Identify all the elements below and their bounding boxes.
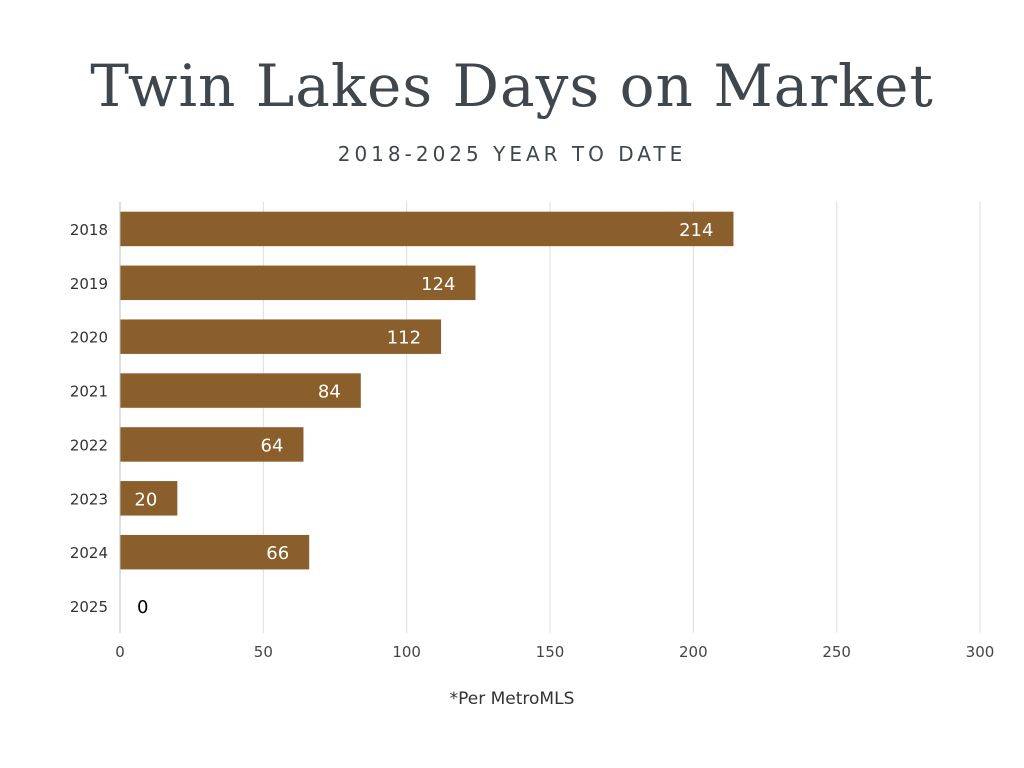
chart-subtitle: 2018-2025 YEAR TO DATE — [337, 142, 687, 166]
data-labels: 214 124 112 84 64 20 66 0 — [134, 220, 713, 618]
footnote: *Per MetroMLS — [449, 689, 575, 709]
x-tick-label: 200 — [679, 643, 708, 661]
y-category-label: 2020 — [70, 329, 108, 347]
data-label: 124 — [421, 274, 455, 295]
x-tick-label: 50 — [254, 643, 273, 661]
data-label: 20 — [134, 489, 157, 510]
bar — [120, 427, 304, 462]
bar — [120, 265, 476, 301]
x-tick-label: 0 — [115, 643, 125, 661]
y-category-label: 2021 — [70, 383, 108, 401]
y-category-label: 2022 — [70, 436, 108, 454]
y-category-label: 2019 — [70, 275, 108, 293]
bar — [120, 373, 361, 408]
data-label: 214 — [679, 220, 713, 241]
bar — [120, 481, 178, 516]
x-tick-label: 300 — [966, 643, 995, 661]
x-tick-label: 100 — [392, 643, 421, 661]
data-label: 84 — [318, 382, 341, 403]
bars — [120, 211, 734, 570]
x-axis-ticks: 0 50 100 150 200 250 300 — [115, 643, 994, 661]
chart-title: Twin Lakes Days on Market — [90, 52, 934, 120]
data-label: 66 — [266, 543, 289, 564]
bar — [120, 534, 310, 570]
x-tick-label: 150 — [536, 643, 565, 661]
data-label: 64 — [261, 435, 284, 456]
y-axis-labels: 2018 2019 2020 2021 2022 2023 2024 2025 — [70, 221, 108, 616]
bar — [120, 319, 442, 354]
data-label: 0 — [137, 597, 148, 618]
y-category-label: 2024 — [70, 544, 108, 562]
x-tick-label: 250 — [822, 643, 851, 661]
y-category-label: 2025 — [70, 598, 108, 616]
y-category-label: 2023 — [70, 490, 108, 508]
data-label: 112 — [387, 328, 421, 349]
y-category-label: 2018 — [70, 221, 108, 239]
bar — [120, 211, 734, 247]
